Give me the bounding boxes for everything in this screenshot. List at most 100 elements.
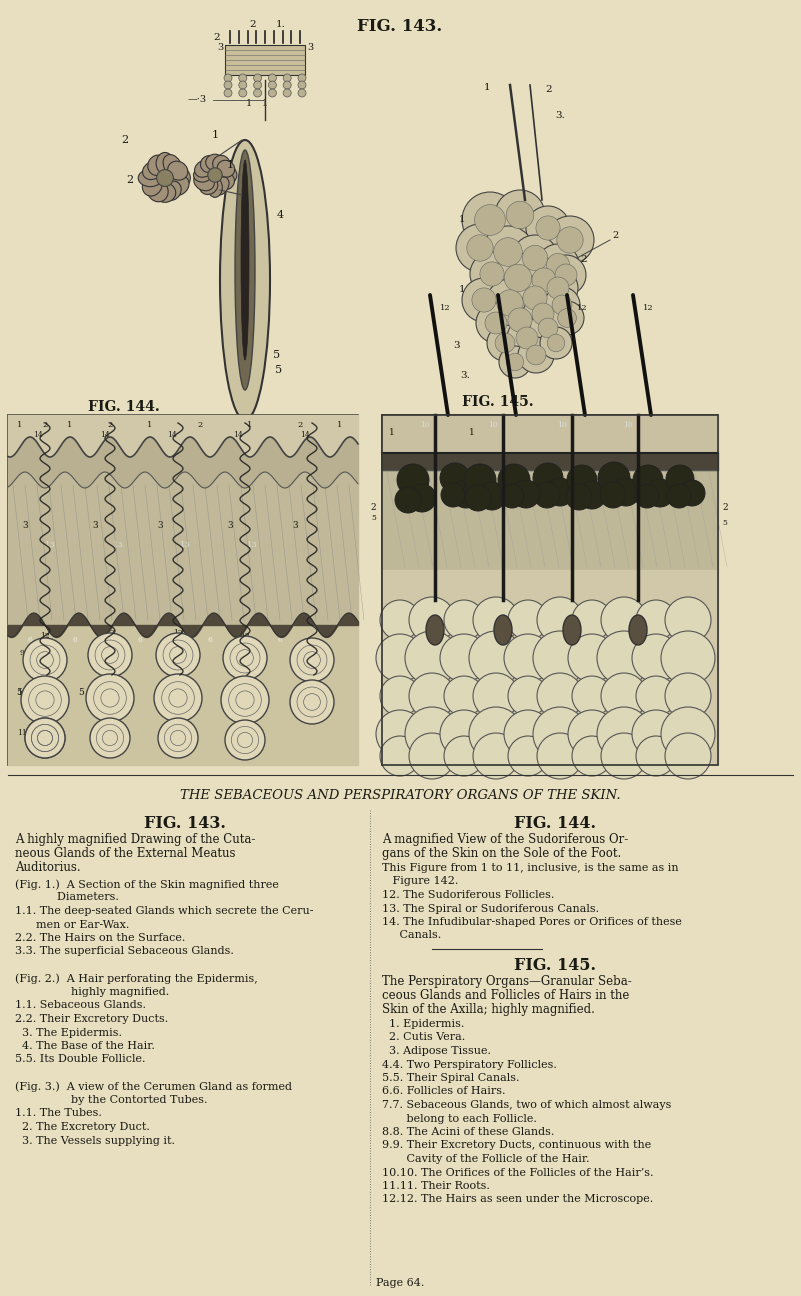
Ellipse shape xyxy=(139,170,163,187)
Circle shape xyxy=(268,74,276,82)
Circle shape xyxy=(504,634,552,682)
Text: 2.2. Their Excretory Ducts.: 2.2. Their Excretory Ducts. xyxy=(15,1013,168,1024)
Text: 11: 11 xyxy=(497,604,507,612)
Text: 1.: 1. xyxy=(276,19,286,29)
Circle shape xyxy=(538,268,578,308)
Circle shape xyxy=(498,298,542,342)
Circle shape xyxy=(395,487,421,513)
Circle shape xyxy=(667,483,691,508)
Text: 1. Epidermis.: 1. Epidermis. xyxy=(382,1019,465,1029)
Text: (Fig. 2.)  A Hair perforating the Epidermis,: (Fig. 2.) A Hair perforating the Epiderm… xyxy=(15,973,258,984)
Circle shape xyxy=(478,482,506,511)
Text: 10: 10 xyxy=(421,421,430,429)
Text: 12: 12 xyxy=(173,629,183,638)
Text: 1.1. The deep-seated Glands which secrete the Ceru-: 1.1. The deep-seated Glands which secret… xyxy=(15,906,313,916)
Ellipse shape xyxy=(148,156,167,175)
Circle shape xyxy=(612,478,640,505)
Text: 9: 9 xyxy=(655,477,661,485)
Text: 10: 10 xyxy=(623,421,633,429)
Ellipse shape xyxy=(217,161,235,178)
Text: 10: 10 xyxy=(17,689,27,697)
Text: 3: 3 xyxy=(700,728,706,737)
Circle shape xyxy=(284,89,292,97)
Text: The Perspiratory Organs—Granular Seba-: The Perspiratory Organs—Granular Seba- xyxy=(382,975,632,988)
Text: 9: 9 xyxy=(521,477,525,485)
Circle shape xyxy=(290,638,334,682)
Circle shape xyxy=(646,480,674,507)
Text: 3. The Vessels supplying it.: 3. The Vessels supplying it. xyxy=(15,1135,175,1146)
Circle shape xyxy=(408,483,436,512)
Circle shape xyxy=(25,718,65,758)
Circle shape xyxy=(452,480,480,508)
Circle shape xyxy=(298,74,306,82)
Text: FIG. 143.: FIG. 143. xyxy=(144,815,226,832)
Circle shape xyxy=(601,734,647,779)
Text: 1: 1 xyxy=(389,428,395,437)
Circle shape xyxy=(508,736,548,776)
Text: 1: 1 xyxy=(227,159,234,170)
Circle shape xyxy=(224,80,232,89)
Circle shape xyxy=(469,631,523,686)
Text: 1: 1 xyxy=(469,428,475,437)
Text: 5: 5 xyxy=(275,365,282,375)
Circle shape xyxy=(476,303,516,343)
Circle shape xyxy=(512,235,558,281)
Text: 14: 14 xyxy=(167,432,177,439)
Text: 1.1. Sebaceous Glands.: 1.1. Sebaceous Glands. xyxy=(15,1001,146,1011)
Circle shape xyxy=(462,279,506,321)
Circle shape xyxy=(473,673,519,719)
Text: 9: 9 xyxy=(453,477,457,485)
Circle shape xyxy=(21,677,69,724)
Text: 8: 8 xyxy=(411,459,416,467)
Circle shape xyxy=(557,308,577,328)
Circle shape xyxy=(665,597,711,643)
Ellipse shape xyxy=(167,175,189,196)
Text: FIG. 145.: FIG. 145. xyxy=(462,395,533,410)
Ellipse shape xyxy=(195,161,214,178)
Text: highly magnified.: highly magnified. xyxy=(15,988,169,997)
Circle shape xyxy=(254,74,262,82)
Circle shape xyxy=(158,718,198,758)
Text: 14: 14 xyxy=(233,432,243,439)
Circle shape xyxy=(444,677,484,715)
Circle shape xyxy=(601,673,647,719)
Text: 7: 7 xyxy=(614,477,618,485)
Circle shape xyxy=(522,245,548,271)
Ellipse shape xyxy=(147,180,168,202)
Text: 13: 13 xyxy=(113,540,123,550)
Text: 10: 10 xyxy=(557,421,567,429)
Circle shape xyxy=(547,277,569,299)
Ellipse shape xyxy=(143,175,162,196)
Text: 8: 8 xyxy=(453,459,457,467)
Text: 5: 5 xyxy=(273,350,280,360)
Circle shape xyxy=(544,286,580,323)
Circle shape xyxy=(224,74,232,82)
Circle shape xyxy=(665,734,711,779)
Circle shape xyxy=(473,734,519,779)
Circle shape xyxy=(207,167,222,183)
Ellipse shape xyxy=(167,161,187,180)
Circle shape xyxy=(533,708,587,761)
Circle shape xyxy=(465,485,491,511)
Text: 1: 1 xyxy=(248,421,252,429)
Text: 3: 3 xyxy=(92,521,98,530)
Text: 2: 2 xyxy=(612,231,618,240)
Text: 14: 14 xyxy=(100,432,110,439)
Text: 8: 8 xyxy=(590,459,594,467)
Circle shape xyxy=(239,89,247,97)
Circle shape xyxy=(493,253,543,303)
Text: 6: 6 xyxy=(73,636,78,644)
Text: 3.: 3. xyxy=(555,110,565,119)
Text: 7: 7 xyxy=(478,477,484,485)
Circle shape xyxy=(467,235,493,262)
Circle shape xyxy=(522,258,566,302)
FancyBboxPatch shape xyxy=(382,415,718,765)
Circle shape xyxy=(572,677,612,715)
Circle shape xyxy=(441,483,465,507)
Circle shape xyxy=(440,463,470,492)
Ellipse shape xyxy=(426,616,444,645)
Circle shape xyxy=(552,295,572,315)
Text: —·3: —·3 xyxy=(188,96,207,105)
Circle shape xyxy=(473,597,519,643)
Text: 2: 2 xyxy=(580,255,586,264)
